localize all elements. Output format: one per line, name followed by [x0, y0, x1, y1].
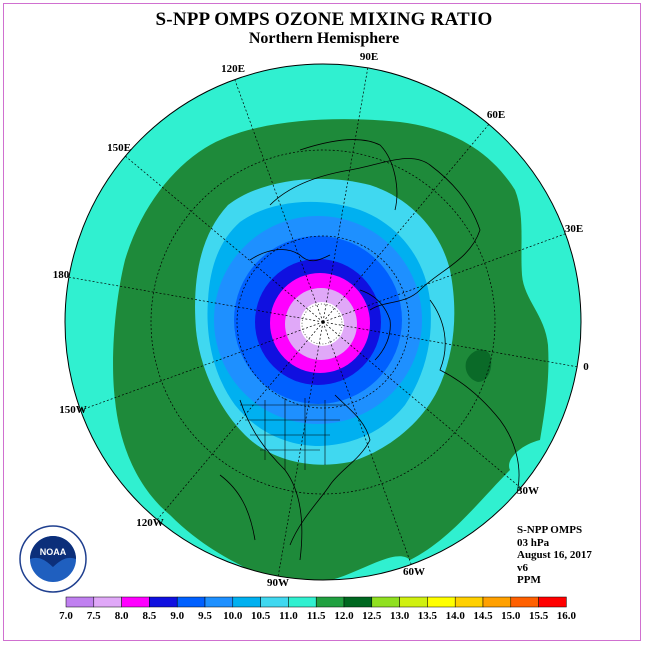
legend-tick-label: 11.5 — [307, 610, 326, 622]
longitude-label: 90W — [267, 577, 289, 589]
legend-swatch — [399, 596, 428, 608]
legend-tick-label: 8.0 — [115, 610, 129, 622]
meridian-line — [68, 276, 324, 323]
longitude-labels: 90E 60E 30E 0 30W 60W 90W 120W 150W 180 150E 120E — [53, 51, 590, 589]
color-legend: 7.0 7.5 8.0 8.5 9.0 9.5 10.0 10.5 11.0 11.5 12.0 12… — [59, 596, 577, 622]
info-date: August 16, 2017 — [517, 549, 592, 561]
map-title: S-NPP OMPS OZONE MIXING RATIO — [155, 9, 493, 30]
legend-swatch — [482, 596, 512, 608]
info-version: v6 — [517, 561, 528, 574]
legend-tick-label: 12.5 — [362, 610, 382, 622]
longitude-label: 90E — [360, 51, 378, 63]
info-unit: PPM — [517, 574, 541, 586]
meridian-line — [80, 321, 324, 411]
legend-tick-label: 9.5 — [198, 610, 212, 622]
meridian-line — [322, 67, 369, 323]
meridian-line — [322, 321, 521, 489]
longitude-label: 120W — [136, 517, 164, 529]
us-state-borders — [240, 398, 345, 470]
band-12-0 — [465, 349, 492, 382]
legend-swatch — [121, 596, 150, 608]
polar-gap-boundary — [301, 303, 343, 345]
meridian-line — [125, 155, 324, 323]
legend-tick-label: 12.0 — [334, 610, 354, 622]
legend-tick-label: 11.0 — [279, 610, 298, 622]
legend-tick-label: 7.0 — [59, 610, 73, 622]
legend-swatch — [427, 596, 456, 608]
legend-swatch — [93, 596, 122, 608]
longitude-label: 30W — [517, 485, 539, 497]
legend-swatch — [538, 596, 567, 608]
longitude-label: 0 — [583, 361, 589, 373]
longitude-label: 120E — [221, 63, 245, 75]
meridian-line — [322, 321, 578, 368]
legend-swatch — [232, 596, 261, 608]
noaa-logo-text: NOAA — [40, 547, 67, 557]
legend-swatch — [315, 596, 345, 608]
legend-swatch — [343, 596, 373, 608]
ozone-field — [65, 64, 581, 580]
info-product: S-NPP OMPS — [517, 524, 583, 536]
product-info: S-NPP OMPS 03 hPa August 16, 2017 v6 PPM — [517, 524, 592, 587]
meridian-line — [322, 321, 412, 565]
legend-tick-label: 7.5 — [87, 610, 101, 622]
meridian-line — [322, 233, 566, 323]
legend-swatch — [260, 596, 289, 608]
legend-tick-label: 13.0 — [390, 610, 410, 622]
noaa-bird-icon — [30, 536, 76, 567]
legend-tick-label: 16.0 — [557, 610, 577, 622]
legend-swatch — [288, 596, 317, 608]
legend-tick-label: 15.0 — [501, 610, 521, 622]
legend-swatch — [204, 596, 234, 608]
meridian-line — [277, 321, 324, 577]
longitude-label: 60E — [487, 109, 505, 121]
noaa-logo: NOAA — [19, 525, 87, 593]
legend-tick-label: 14.5 — [473, 610, 493, 622]
longitude-label: 60W — [403, 566, 425, 578]
legend-swatch — [371, 596, 400, 608]
legend-tick-label: 14.0 — [446, 610, 466, 622]
legend-swatch — [65, 596, 95, 608]
graticule — [68, 67, 578, 577]
legend-swatch — [454, 596, 484, 608]
longitude-label: 150E — [107, 142, 131, 154]
meridian-line — [322, 124, 490, 323]
legend-tick-label: 15.5 — [529, 610, 549, 622]
longitude-label: 30E — [565, 223, 583, 235]
figure-frame — [3, 3, 641, 641]
legend-tick-label: 10.5 — [251, 610, 271, 622]
legend-swatch — [149, 596, 178, 608]
legend-tick-label: 8.5 — [143, 610, 157, 622]
legend-swatch — [176, 596, 206, 608]
polar-data-gap — [300, 302, 344, 346]
meridian-line — [234, 79, 324, 323]
legend-tick-label: 9.0 — [170, 610, 184, 622]
longitude-label: 180 — [53, 269, 70, 281]
meridian-line — [156, 321, 324, 520]
map-subtitle: Northern Hemisphere — [248, 30, 400, 47]
legend-swatch — [510, 596, 539, 608]
longitude-label: 150W — [59, 404, 87, 416]
legend-tick-label: 10.0 — [223, 610, 243, 622]
map-boundary — [64, 63, 582, 581]
info-level: 03 hPa — [517, 536, 550, 549]
legend-tick-label: 13.5 — [418, 610, 438, 622]
